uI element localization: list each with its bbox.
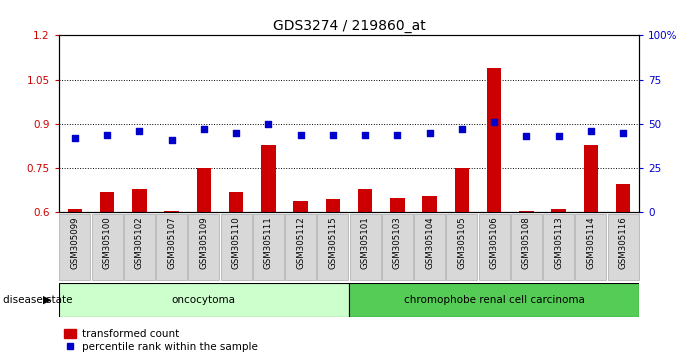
- Point: [392, 132, 403, 137]
- Bar: [229, 192, 243, 212]
- Bar: [422, 196, 437, 212]
- Bar: [390, 198, 404, 212]
- FancyBboxPatch shape: [285, 214, 316, 280]
- FancyBboxPatch shape: [253, 214, 284, 280]
- Text: GSM305106: GSM305106: [489, 216, 499, 269]
- FancyBboxPatch shape: [607, 214, 638, 280]
- Point: [231, 130, 242, 136]
- FancyBboxPatch shape: [446, 214, 477, 280]
- Bar: [164, 211, 179, 212]
- Legend: transformed count, percentile rank within the sample: transformed count, percentile rank withi…: [64, 329, 258, 352]
- FancyBboxPatch shape: [543, 214, 574, 280]
- FancyBboxPatch shape: [350, 214, 381, 280]
- Point: [585, 128, 596, 134]
- Text: GSM305108: GSM305108: [522, 216, 531, 269]
- Point: [134, 128, 145, 134]
- Bar: [261, 144, 276, 212]
- Text: ▶: ▶: [44, 295, 52, 305]
- Text: GSM305114: GSM305114: [586, 216, 596, 269]
- Title: GDS3274 / 219860_at: GDS3274 / 219860_at: [272, 19, 426, 33]
- Text: GSM305103: GSM305103: [392, 216, 402, 269]
- Text: GSM305115: GSM305115: [328, 216, 337, 269]
- Bar: [293, 201, 308, 212]
- Point: [102, 132, 113, 137]
- Bar: [519, 211, 533, 212]
- Point: [69, 135, 80, 141]
- Bar: [196, 168, 211, 212]
- Point: [521, 133, 532, 139]
- FancyBboxPatch shape: [59, 283, 349, 317]
- FancyBboxPatch shape: [414, 214, 445, 280]
- FancyBboxPatch shape: [576, 214, 606, 280]
- Bar: [486, 68, 501, 212]
- Point: [166, 137, 177, 143]
- FancyBboxPatch shape: [479, 214, 509, 280]
- Text: GSM305111: GSM305111: [264, 216, 273, 269]
- Bar: [325, 199, 340, 212]
- Text: GSM305110: GSM305110: [231, 216, 240, 269]
- FancyBboxPatch shape: [189, 214, 219, 280]
- Bar: [100, 192, 114, 212]
- Text: chromophobe renal cell carcinoma: chromophobe renal cell carcinoma: [404, 295, 585, 305]
- Point: [295, 132, 306, 137]
- Text: GSM305104: GSM305104: [425, 216, 434, 269]
- FancyBboxPatch shape: [156, 214, 187, 280]
- FancyBboxPatch shape: [382, 214, 413, 280]
- Point: [618, 130, 629, 136]
- FancyBboxPatch shape: [92, 214, 122, 280]
- Text: GSM305105: GSM305105: [457, 216, 466, 269]
- Bar: [616, 184, 630, 212]
- Bar: [551, 210, 566, 212]
- Text: GSM305112: GSM305112: [296, 216, 305, 269]
- Bar: [455, 168, 469, 212]
- FancyBboxPatch shape: [317, 214, 348, 280]
- FancyBboxPatch shape: [220, 214, 252, 280]
- Text: GSM305101: GSM305101: [361, 216, 370, 269]
- Point: [198, 126, 209, 132]
- FancyBboxPatch shape: [511, 214, 542, 280]
- FancyBboxPatch shape: [349, 283, 639, 317]
- Text: GSM305100: GSM305100: [102, 216, 112, 269]
- Point: [328, 132, 339, 137]
- Text: GSM305107: GSM305107: [167, 216, 176, 269]
- Bar: [583, 144, 598, 212]
- Point: [553, 133, 564, 139]
- Text: GSM305116: GSM305116: [618, 216, 627, 269]
- Text: GSM305113: GSM305113: [554, 216, 563, 269]
- Point: [424, 130, 435, 136]
- FancyBboxPatch shape: [124, 214, 155, 280]
- Bar: [68, 210, 82, 212]
- Bar: [132, 189, 146, 212]
- Point: [263, 121, 274, 127]
- FancyBboxPatch shape: [59, 214, 91, 280]
- Point: [359, 132, 370, 137]
- Text: GSM305102: GSM305102: [135, 216, 144, 269]
- Text: GSM305109: GSM305109: [199, 216, 209, 269]
- Text: GSM305099: GSM305099: [70, 216, 79, 269]
- Text: disease state: disease state: [3, 295, 73, 305]
- Point: [456, 126, 467, 132]
- Point: [489, 119, 500, 125]
- Bar: [358, 189, 372, 212]
- Text: oncocytoma: oncocytoma: [172, 295, 236, 305]
